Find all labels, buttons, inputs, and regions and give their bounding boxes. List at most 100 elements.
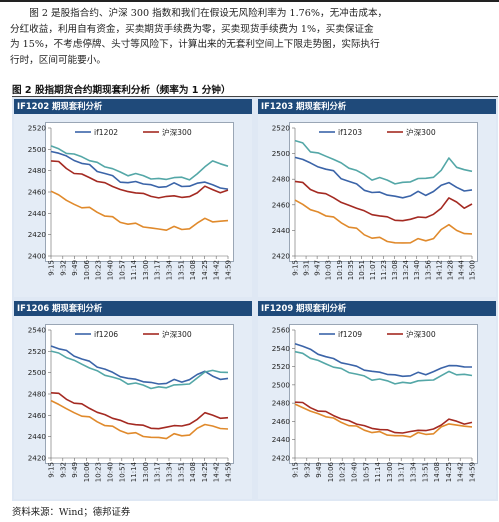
chart-panel-if1202: IF1202 期现套利分析 2520 2500 2480 2460 2440 2420 24… (14, 99, 252, 297)
x-tick-label: 9:32 (59, 260, 67, 276)
series-line-1 (50, 160, 229, 199)
y-tick-label: 2400 (28, 252, 47, 261)
plot-area-if1202 (45, 122, 234, 262)
x-tick-label: 14:28 (446, 260, 454, 280)
series-line-3 (50, 190, 229, 231)
x-tick-label: 10:06 (83, 259, 91, 280)
x-tick-label: 13:40 (413, 260, 421, 280)
x-tick-label: 9:15 (292, 462, 300, 478)
y-tick-label: 2460 (28, 411, 47, 420)
x-tick-label: 11:14 (374, 461, 382, 482)
y-tick-label: 2540 (28, 326, 47, 335)
paragraph-line-3: 为 15%，不考虑停牌、头寸等风险下，计算出来的无套利空间上下限走势图，实际执行 (10, 39, 380, 51)
figure-title: 图 2 股指期货合约期现套利分析（频率为 1 分钟） (12, 85, 231, 96)
y-tick-label: 2420 (272, 454, 291, 463)
x-tick-label: 10:19 (336, 260, 344, 280)
x-tick-label: 13:17 (154, 260, 162, 280)
x-tick-label: 13:17 (398, 462, 406, 482)
series-line-2 (294, 139, 473, 185)
y-tick-label: 2420 (28, 230, 47, 239)
x-tick-label: 10:35 (347, 260, 355, 280)
x-tick-label: 14:59 (225, 462, 233, 482)
y-tick-label: 2480 (272, 175, 291, 184)
y-tick-label: 2520 (272, 362, 291, 371)
series-line-3 (50, 399, 229, 440)
x-tick-label: 10:06 (327, 461, 335, 482)
x-tick-label: 14:42 (213, 260, 221, 280)
legend-label-futures: if1202 (94, 128, 118, 137)
y-tick-label: 2480 (28, 390, 47, 399)
x-tick-label: 13:56 (424, 259, 432, 280)
plot-area-if1209 (289, 324, 478, 464)
x-tick-label: 13:34 (410, 461, 418, 482)
chart-header-if1203: IF1203 期现套利分析 (258, 99, 496, 114)
x-tick-label: 10:23 (95, 260, 103, 280)
chart-panel-if1203: IF1203 期现套利分析 2520 2500 2480 2460 2440 2420 9:… (258, 99, 496, 297)
y-tick-label: 2440 (28, 209, 47, 218)
y-tick-label: 2460 (28, 188, 47, 197)
x-tick-label: 9:32 (303, 462, 311, 478)
legend-label-index: 沪深300 (162, 329, 192, 339)
x-tick-label: 13:24 (402, 259, 410, 280)
chart-body-if1203: 2520 2500 2480 2460 2440 2420 9:15 9:31 9:47 10:0… (258, 114, 496, 297)
series-line-1 (50, 392, 229, 430)
y-tick-label: 2520 (28, 347, 47, 356)
x-tick-label: 14:42 (457, 462, 465, 482)
x-tick-label: 9:15 (292, 260, 300, 276)
series-line-0 (294, 342, 473, 378)
legend-label-futures: if1209 (338, 330, 362, 339)
x-tick-label: 9:49 (71, 260, 79, 276)
x-tick-label: 10:23 (95, 462, 103, 482)
y-tick-label: 2520 (28, 124, 47, 133)
chart-body-if1202: 2520 2500 2480 2460 2440 2420 2400 9:15 9:32 9:49… (14, 114, 252, 297)
series-line-2 (50, 350, 229, 390)
series-line-2 (50, 145, 229, 181)
x-tick-label: 10:51 (358, 260, 366, 280)
y-tick-label: 2520 (272, 124, 291, 133)
x-tick-label: 14:25 (445, 462, 453, 482)
x-tick-label: 9:49 (71, 462, 79, 478)
y-tick-label: 2540 (272, 344, 291, 353)
y-tick-label: 2480 (272, 399, 291, 408)
y-tick-label: 2500 (28, 368, 47, 377)
x-tick-label: 14:59 (469, 462, 477, 482)
x-tick-label: 13:51 (177, 462, 185, 482)
chart-panel-if1209: IF1209 期现套利分析 2560 2540 2520 2500 2480 2460 24… (258, 301, 496, 499)
y-tick-label: 2420 (28, 454, 47, 463)
x-tick-label: 9:31 (303, 260, 311, 276)
x-tick-label: 10:40 (351, 462, 359, 482)
x-tick-label: 13:00 (142, 260, 150, 280)
x-tick-label: 10:57 (118, 462, 126, 482)
y-tick-label: 2480 (28, 166, 47, 175)
chart-body-if1209: 2560 2540 2520 2500 2480 2460 2440 2420 9:15 9:32… (258, 316, 496, 499)
x-tick-label: 10:23 (339, 462, 347, 482)
x-tick-label: 10:40 (107, 462, 115, 482)
x-tick-label: 14:25 (201, 260, 209, 280)
y-tick-label: 2500 (28, 145, 47, 154)
x-tick-label: 9:32 (59, 462, 67, 478)
x-tick-label: 14:12 (435, 260, 443, 280)
x-tick-label: 13:51 (421, 462, 429, 482)
x-tick-label: 14:08 (433, 462, 441, 482)
x-tick-label: 13:00 (386, 462, 394, 482)
paragraph-line-1: 图 2 是股指合约、沪深 300 指数和我们在假设无风险利率为 1.76%，无冲… (29, 8, 388, 19)
series-line-1 (294, 401, 473, 434)
x-tick-label: 14:44 (457, 259, 465, 280)
x-tick-label: 11:14 (130, 461, 138, 482)
x-tick-label: 14:25 (201, 462, 209, 482)
x-tick-label: 14:59 (225, 260, 233, 280)
y-tick-label: 2440 (28, 432, 47, 441)
figure-panel-grid: IF1202 期现套利分析 2520 2500 2480 2460 2440 2420 24… (12, 97, 498, 501)
x-tick-label: 9:15 (48, 260, 56, 276)
x-tick-label: 13:34 (166, 461, 174, 482)
y-tick-label: 2460 (272, 417, 291, 426)
x-tick-label: 9:47 (314, 260, 322, 276)
x-tick-label: 13:08 (391, 260, 399, 280)
x-tick-label: 14:08 (189, 462, 197, 482)
x-tick-label: 13:51 (177, 260, 185, 280)
legend-label-futures: if1203 (338, 128, 362, 137)
series-line-0 (50, 150, 229, 190)
y-tick-label: 2460 (272, 200, 291, 209)
